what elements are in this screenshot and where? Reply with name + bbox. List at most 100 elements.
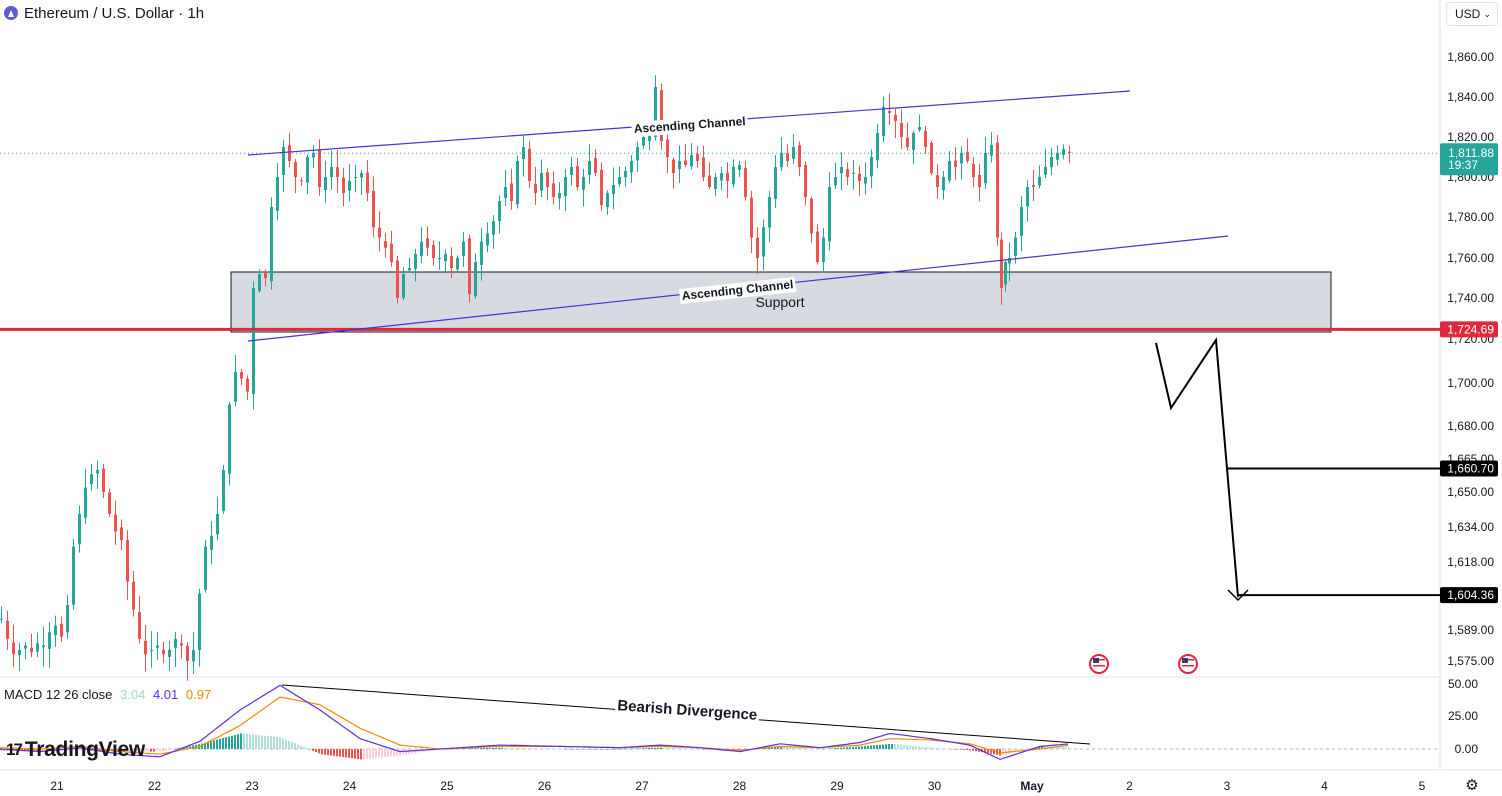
macd-legend[interactable]: MACD 12 26 close 3.04 4.01 0.97	[4, 687, 215, 702]
macd-hist-bar	[777, 746, 779, 749]
candle	[108, 492, 111, 514]
bearish-divergence-label-bg	[614, 696, 760, 725]
macd-tick-label: 50.00	[1448, 677, 1478, 691]
candle	[1004, 262, 1007, 285]
macd-hist-bar	[210, 741, 212, 749]
candle	[576, 166, 579, 187]
macd-hist-bar	[321, 749, 323, 755]
macd-hist-bar	[243, 733, 245, 749]
macd-hist-bar	[495, 747, 497, 749]
candle	[804, 164, 807, 197]
macd-hist-bar	[120, 749, 122, 752]
macd-hist-bar	[162, 749, 164, 752]
macd-hist-bar	[465, 748, 467, 749]
bearish-divergence-label: Bearish Divergence	[617, 697, 758, 724]
macd-hist-bar	[279, 737, 281, 749]
macd-hist-bar	[183, 747, 185, 749]
macd-hist-bar	[570, 749, 572, 750]
macd-hist-bar	[843, 747, 845, 749]
price-tick-label: 1,575.00	[1447, 654, 1494, 668]
time-tick-label: 24	[343, 779, 357, 793]
candle	[474, 262, 477, 297]
candle	[354, 177, 357, 178]
macd-hist-bar	[342, 749, 344, 758]
macd-hist-bar	[207, 741, 209, 749]
candle	[936, 175, 939, 187]
macd-hist-bar	[651, 747, 653, 749]
candle	[300, 180, 303, 182]
macd-hist-bar	[456, 748, 458, 750]
macd-hist-bar	[963, 749, 965, 750]
chart-header: Ethereum / U.S. Dollar · 1h	[4, 3, 204, 23]
macd-hist-bar	[552, 748, 554, 750]
candle	[510, 183, 513, 201]
chevron-down-icon: ⌄	[1483, 8, 1491, 19]
macd-hist-bar	[150, 749, 152, 752]
candle	[582, 177, 585, 190]
macd-hist-bar	[405, 749, 407, 755]
candle	[372, 190, 375, 228]
candle	[756, 237, 759, 258]
macd-hist-bar	[657, 747, 659, 749]
macd-hist-bar	[396, 749, 398, 756]
macd-hist-bar	[510, 747, 512, 749]
macd-hist-bar	[909, 745, 911, 749]
macd-hist-bar	[621, 748, 623, 750]
macd-hist-bar	[87, 749, 89, 751]
candle	[930, 143, 933, 173]
candle	[1026, 187, 1029, 207]
macd-hist-bar	[369, 749, 371, 759]
candle	[966, 151, 969, 161]
macd-hist-bar	[738, 749, 740, 751]
macd-hist-bar	[300, 745, 302, 749]
macd-hist-bar	[234, 734, 236, 749]
candle	[810, 198, 813, 234]
gear-icon[interactable]: ⚙	[1465, 777, 1479, 794]
tradingview-logo[interactable]: 17 TradingView	[6, 738, 145, 762]
macd-hist-bar	[693, 748, 695, 750]
macd-pane: Bearish Divergence	[0, 684, 1440, 761]
macd-hist-bar	[939, 748, 941, 749]
macd-hist-bar	[675, 748, 677, 749]
price-tick-label: 1,680.00	[1447, 419, 1494, 433]
macd-hist-bar	[1011, 749, 1013, 753]
macd-hist-bar	[528, 748, 530, 749]
macd-hist-bar	[204, 742, 206, 749]
brand-name: TradingView	[24, 738, 145, 761]
candle	[708, 175, 711, 187]
macd-hist-bar	[1065, 747, 1067, 749]
macd-hist-bar	[294, 743, 296, 749]
macd-hist-bar	[942, 748, 944, 749]
currency-select[interactable]: USD ⌄	[1446, 2, 1498, 26]
candle	[636, 147, 639, 161]
macd-hist-bar	[603, 749, 605, 750]
macd-hist-bar	[597, 749, 599, 750]
macd-hist-bar	[576, 749, 578, 750]
macd-hist-bar	[459, 748, 461, 750]
macd-hist-bar	[267, 736, 269, 749]
symbol-title[interactable]: Ethereum / U.S. Dollar · 1h	[24, 4, 205, 22]
us-event-icon	[1089, 654, 1109, 674]
price-tick-label: 1,634.00	[1447, 520, 1494, 534]
candle	[132, 581, 135, 610]
candle	[780, 153, 783, 168]
candle	[696, 153, 699, 161]
candle	[6, 620, 9, 639]
macd-hist-bar	[780, 746, 782, 749]
time-tick-label: 2	[1126, 779, 1133, 793]
macd-hist-bar	[273, 736, 275, 749]
macd-hist-bar	[399, 749, 401, 756]
macd-hist-bar	[867, 745, 869, 749]
candle	[90, 474, 93, 485]
candle	[432, 245, 435, 258]
macd-hist-bar	[951, 749, 953, 750]
candle	[1000, 239, 1003, 288]
macd-hist-bar	[327, 749, 329, 756]
candle	[144, 640, 147, 655]
macd-hist-bar	[591, 749, 593, 750]
candle	[180, 643, 183, 646]
candle	[732, 167, 735, 185]
candle	[666, 139, 669, 157]
candle	[402, 274, 405, 298]
